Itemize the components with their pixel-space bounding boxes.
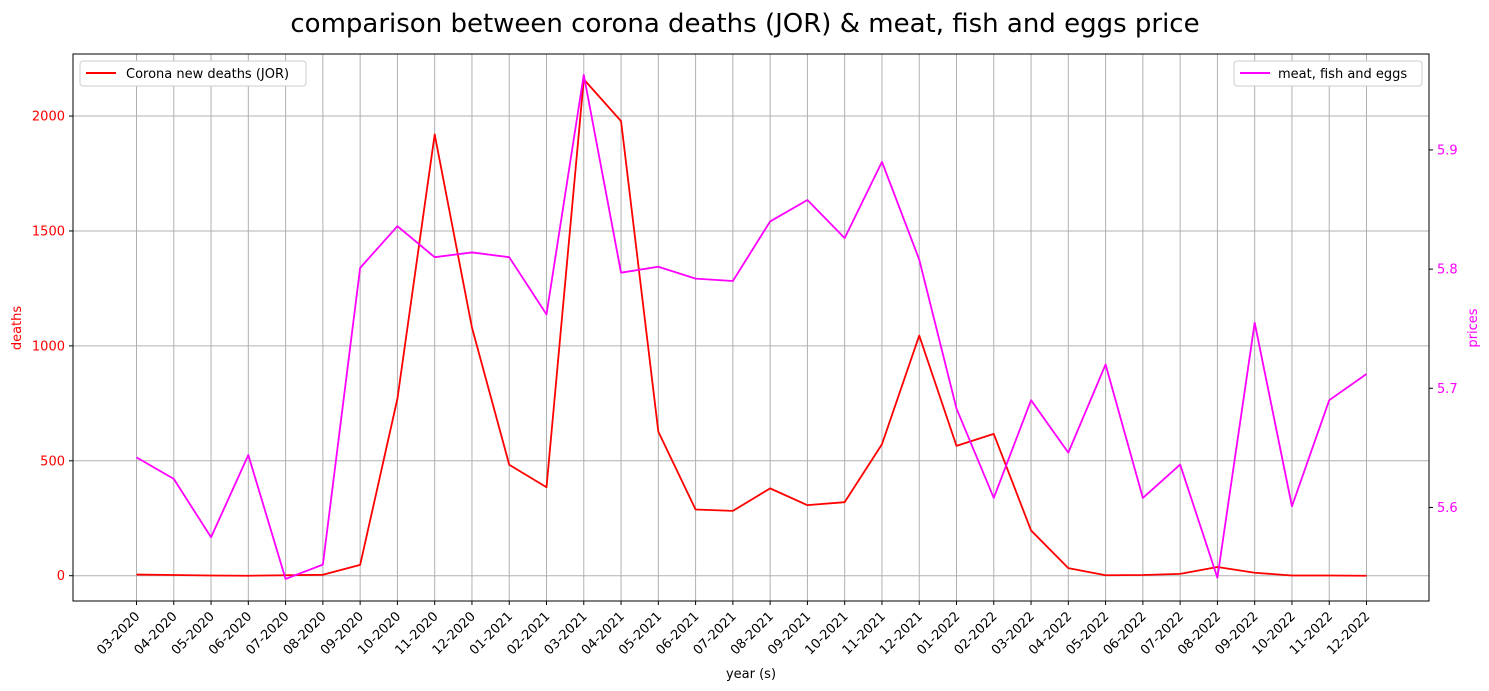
left-y-tick-label: 2000: [32, 110, 65, 125]
plot-frame: [72, 53, 1430, 602]
legend-right: meat, fish and eggs: [1233, 60, 1423, 87]
legend-left: Corona new deaths (JOR): [79, 60, 307, 87]
legend-right-box: [1233, 60, 1423, 87]
left-y-axis-label: deaths: [10, 306, 25, 351]
legend-right-label: meat, fish and eggs: [1278, 67, 1407, 82]
x-axis-label: year (s): [726, 667, 776, 682]
legend-left-box: [79, 60, 307, 87]
series-layer: [136, 73, 1368, 580]
right-y-tick-label: 5.7: [1437, 382, 1458, 397]
left-y-tick-label: 500: [40, 454, 65, 469]
left-y-tick-label: 1000: [32, 339, 65, 354]
left-y-tick-label: 1500: [32, 224, 65, 239]
right-y-tick-label: 5.9: [1437, 143, 1458, 158]
left-y-tick-label: 0: [57, 569, 65, 584]
right-y-tick-label: 5.8: [1437, 263, 1458, 278]
right-y-axis-label: prices: [1466, 308, 1481, 347]
right-y-axis: 5.6 5.7 5.8 5.9: [1429, 143, 1458, 516]
right-y-tick-label: 5.6: [1437, 501, 1458, 516]
x-axis: 03-202004-202005-202006-202007-202008-20…: [94, 601, 1373, 658]
grid-lines: [73, 54, 1429, 601]
series-line-1: [136, 73, 1368, 580]
chart-title: comparison between corona deaths (JOR) &…: [290, 9, 1199, 39]
series-line-0: [136, 78, 1367, 577]
left-y-axis: 0 500 1000 1500 2000: [32, 110, 73, 584]
legend-left-label: Corona new deaths (JOR): [126, 67, 289, 82]
